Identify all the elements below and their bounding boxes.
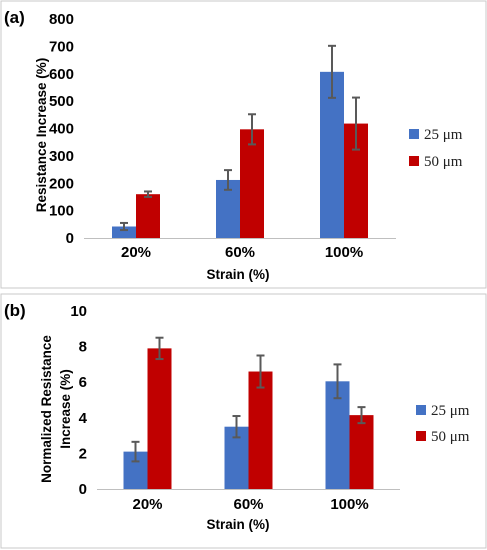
panel-b-normalized-resistance-increase: (b) Normalized Resistance Increase (%) S… xyxy=(0,293,487,549)
panel-b-bar-50um-100pct xyxy=(349,415,374,489)
panel-b-x-axis-title: Strain (%) xyxy=(206,517,269,532)
panel-b-label: (b) xyxy=(4,301,26,320)
panel-b-y-tick-label: 0 xyxy=(79,481,87,498)
panel-a-legend-swatch-50um xyxy=(409,156,419,166)
panel-b-y-tick-label: 8 xyxy=(79,339,87,356)
panel-a-x-tick-label: 100% xyxy=(325,244,363,261)
panel-a-y-tick-label: 700 xyxy=(49,38,74,55)
panel-a-y-tick-label: 0 xyxy=(66,230,74,247)
panel-a-legend-label-50um: 50 μm xyxy=(424,154,463,170)
panel-a-legend-label-25um: 25 μm xyxy=(424,127,463,143)
panel-a-x-tick-label: 60% xyxy=(225,244,255,261)
panel-a-legend-swatch-25um xyxy=(409,129,419,139)
panel-a-x-tick-label: 20% xyxy=(121,244,151,261)
panel-a-legend: 25 μm 50 μm xyxy=(409,127,463,170)
panel-b-y-tick-label: 6 xyxy=(79,374,87,391)
panel-b-bar-50um-20pct xyxy=(147,348,172,489)
panel-b-plot-area: 0 2 4 6 8 10 20% 60% 100% xyxy=(70,303,400,513)
panel-a-y-tick-label: 300 xyxy=(49,148,74,165)
panel-a-bar-25um-20pct xyxy=(112,226,136,238)
panel-b-bar-25um-100pct xyxy=(325,381,350,489)
panel-b-frame xyxy=(0,293,487,549)
panel-a-y-tick-label: 500 xyxy=(49,93,74,110)
panel-b-y-tick-label: 10 xyxy=(70,303,87,320)
panel-a-y-tick-label: 600 xyxy=(49,66,74,83)
panel-a-bar-50um-60pct xyxy=(240,129,264,238)
panel-b-y-axis-title-line1: Normalized Resistance xyxy=(39,335,54,483)
panel-b-bar-50um-60pct xyxy=(248,371,273,489)
panel-b-y-tick-label: 2 xyxy=(79,445,87,462)
panel-a-plot-area: 0 100 200 300 400 500 600 700 800 20% 60% 100% xyxy=(49,11,396,261)
panel-a-y-tick-label: 400 xyxy=(49,121,74,138)
panel-b-x-tick-label: 20% xyxy=(132,496,162,513)
panel-a-label: (a) xyxy=(4,8,25,27)
panel-b-x-tick-label: 100% xyxy=(330,496,368,513)
panel-a-y-axis-title: Resistance Increase (%) xyxy=(34,58,49,213)
panel-b-legend-label-50um: 50 μm xyxy=(431,429,470,445)
panel-b-y-axis-title-line2: Increase (%) xyxy=(58,369,73,449)
panel-a-bar-50um-20pct xyxy=(136,194,160,238)
panel-a-bar-25um-100pct xyxy=(320,71,344,239)
panel-b-legend: 25 μm 50 μm xyxy=(416,403,470,445)
panel-a-x-axis-title: Strain (%) xyxy=(206,267,269,282)
panel-a-y-tick-label: 800 xyxy=(49,11,74,28)
panel-b-legend-label-25um: 25 μm xyxy=(431,403,470,419)
panel-b-y-tick-label: 4 xyxy=(79,410,88,427)
panel-b-legend-swatch-25um xyxy=(416,405,426,415)
panel-a-resistance-increase: (a) Resistance Increase (%) Strain (%) 0… xyxy=(0,0,487,289)
panel-b-legend-swatch-50um xyxy=(416,431,426,441)
panel-b-x-tick-label: 60% xyxy=(233,496,263,513)
panel-a-y-tick-label: 100 xyxy=(49,203,74,220)
panel-a-y-tick-label: 200 xyxy=(49,175,74,192)
